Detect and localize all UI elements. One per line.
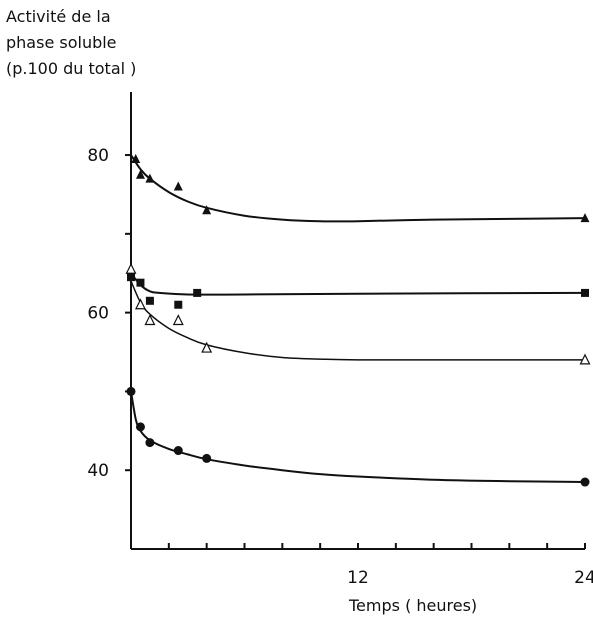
fit-curves bbox=[130, 154, 586, 483]
data-point-filled-triangle bbox=[173, 181, 183, 191]
data-point-filled-square bbox=[193, 288, 202, 297]
data-point-open-triangle bbox=[201, 341, 213, 353]
y-tick-label: 60 bbox=[87, 304, 109, 324]
data-point-filled-circle bbox=[145, 438, 155, 448]
x-axis-label: Temps ( heures) bbox=[349, 596, 478, 615]
data-point-filled-circle bbox=[135, 422, 145, 432]
y-tick-label: 80 bbox=[87, 146, 109, 166]
data-point-open-triangle bbox=[144, 314, 156, 326]
data-point-filled-triangle bbox=[580, 213, 590, 223]
y-tick-label: 40 bbox=[87, 461, 109, 481]
data-point-filled-circle bbox=[173, 446, 183, 456]
data-point-filled-circle bbox=[202, 453, 212, 463]
data-points bbox=[125, 153, 591, 487]
data-point-filled-circle bbox=[580, 477, 590, 487]
data-point-open-triangle bbox=[579, 353, 591, 365]
data-point-filled-triangle bbox=[145, 173, 155, 183]
x-tick-label: 24 bbox=[574, 568, 593, 588]
y-axis-label-line-2: phase soluble bbox=[6, 33, 117, 52]
y-axis-label: Activité de la phase soluble (p.100 du t… bbox=[6, 4, 136, 82]
data-point-filled-square bbox=[145, 296, 154, 305]
axis-ticks bbox=[125, 154, 586, 549]
data-point-filled-triangle bbox=[131, 153, 141, 163]
y-axis-label-line-1: Activité de la bbox=[6, 7, 111, 26]
data-point-open-triangle bbox=[125, 262, 137, 274]
y-axis-label-line-3: (p.100 du total ) bbox=[6, 59, 137, 78]
data-point-open-triangle bbox=[172, 314, 184, 326]
data-point-filled-square bbox=[127, 273, 135, 282]
data-point-filled-square bbox=[581, 288, 589, 297]
data-point-open-triangle bbox=[134, 298, 146, 310]
x-tick-label: 12 bbox=[347, 568, 369, 588]
data-point-filled-circle bbox=[126, 386, 136, 396]
data-point-filled-square bbox=[174, 300, 183, 309]
axis-tick-labels: 40 60 80 12 24 bbox=[87, 146, 593, 588]
data-point-filled-triangle bbox=[135, 169, 145, 179]
data-point-filled-triangle bbox=[202, 205, 212, 215]
fit-curve-series-2 bbox=[130, 272, 586, 296]
data-point-filled-square bbox=[136, 278, 145, 287]
fit-curve-series-1 bbox=[130, 154, 586, 223]
fit-curve-series-4 bbox=[130, 391, 586, 483]
